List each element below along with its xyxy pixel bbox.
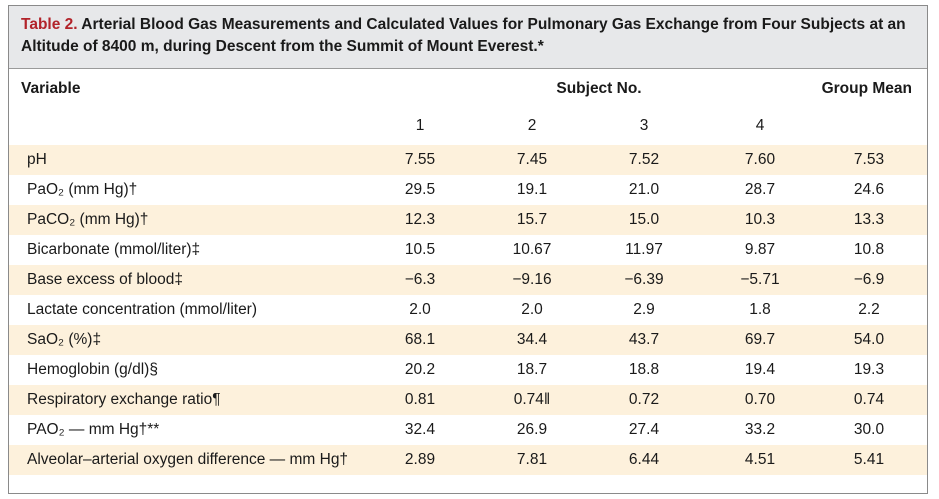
- cell-subject-1: 2.89: [404, 451, 436, 468]
- cell-subject-1: 2.0: [409, 301, 431, 318]
- cell-group-mean: 13.3: [853, 211, 885, 228]
- cell-subject-1: 12.3: [404, 211, 436, 228]
- cell-subject-3: 18.8: [628, 361, 660, 378]
- cell-group-mean: 54.0: [853, 331, 885, 348]
- row-label: Lactate concentration (mmol/liter): [27, 301, 258, 318]
- cell-group-mean: 30.0: [853, 421, 885, 438]
- cell-subject-2: 15.7: [516, 211, 548, 228]
- table-caption: Table 2. Arterial Blood Gas Measurements…: [9, 6, 927, 69]
- cell-subject-1: 29.5: [404, 181, 436, 198]
- row-label: PaCO₂ (mm Hg)†: [27, 211, 149, 228]
- table-frame: Table 2. Arterial Blood Gas Measurements…: [8, 5, 928, 494]
- cell-group-mean: 2.2: [858, 301, 880, 318]
- table-row: Lactate concentration (mmol/liter) 2.0 2…: [9, 295, 927, 325]
- cell-subject-3: 27.4: [628, 421, 660, 438]
- cell-group-mean: 19.3: [853, 361, 885, 378]
- table-row: pH 7.55 7.45 7.52 7.60 7.53: [9, 145, 927, 175]
- cell-subject-3: 2.9: [633, 301, 655, 318]
- cell-subject-3: 11.97: [625, 241, 663, 258]
- cell-subject-1: 10.5: [404, 241, 436, 258]
- cell-subject-2: 19.1: [516, 181, 548, 198]
- subject-number-2: 2: [527, 117, 537, 134]
- cell-subject-3: 15.0: [628, 211, 660, 228]
- cell-subject-3: 21.0: [628, 181, 660, 198]
- cell-group-mean: 0.74: [853, 391, 885, 408]
- table-row: SaO₂ (%)‡ 68.1 34.4 43.7 69.7 54.0: [9, 325, 927, 355]
- subject-number-4: 4: [755, 117, 765, 134]
- table-row: PaO₂ (mm Hg)† 29.5 19.1 21.0 28.7 24.6: [9, 175, 927, 205]
- cell-subject-1: 32.4: [404, 421, 436, 438]
- cell-subject-2: 18.7: [516, 361, 548, 378]
- table-row: Hemoglobin (g/dl)§ 20.2 18.7 18.8 19.4 1…: [9, 355, 927, 385]
- row-label: PaO₂ (mm Hg)†: [27, 181, 138, 198]
- cell-subject-3: 7.52: [628, 151, 660, 168]
- cell-subject-1: −6.3: [404, 271, 436, 288]
- cell-group-mean: 7.53: [853, 151, 885, 168]
- cell-subject-4: 69.7: [744, 331, 776, 348]
- row-label: PAO₂ — mm Hg†**: [27, 421, 160, 438]
- cell-group-mean: 5.41: [853, 451, 885, 468]
- cell-subject-4: 9.87: [744, 241, 776, 258]
- cell-subject-3: 43.7: [628, 331, 660, 348]
- table-row: Base excess of blood‡ −6.3 −9.16 −6.39 −…: [9, 265, 927, 295]
- cell-subject-4: 0.70: [744, 391, 776, 408]
- cell-subject-1: 0.81: [404, 391, 436, 408]
- subject-number-1: 1: [415, 117, 425, 134]
- table-row: PAO₂ — mm Hg†** 32.4 26.9 27.4 33.2 30.0: [9, 415, 927, 445]
- cell-subject-4: 28.7: [744, 181, 776, 198]
- table-number: Table 2.: [21, 16, 78, 33]
- cell-group-mean: 10.8: [853, 241, 885, 258]
- cell-subject-3: 0.72: [628, 391, 660, 408]
- table-row: Alveolar–arterial oxygen difference — mm…: [9, 445, 927, 475]
- cell-subject-1: 20.2: [404, 361, 436, 378]
- row-label: Base excess of blood‡: [27, 271, 183, 288]
- table-row: Bicarbonate (mmol/liter)‡ 10.5 10.67 11.…: [9, 235, 927, 265]
- cell-subject-4: 4.51: [744, 451, 776, 468]
- cell-subject-2: 7.81: [516, 451, 548, 468]
- row-label: Bicarbonate (mmol/liter)‡: [27, 241, 201, 258]
- cell-subject-4: 10.3: [744, 211, 776, 228]
- cell-subject-4: 19.4: [744, 361, 776, 378]
- cell-subject-2: 10.67: [512, 241, 552, 258]
- column-header-subject: Subject No.: [556, 80, 642, 97]
- cell-subject-4: 7.60: [744, 151, 776, 168]
- column-header-variable: Variable: [21, 80, 81, 97]
- cell-subject-2: 34.4: [516, 331, 548, 348]
- cell-subject-2: 7.45: [516, 151, 548, 168]
- cell-subject-4: 1.8: [749, 301, 771, 318]
- cell-subject-2: 0.74‖: [513, 391, 551, 408]
- row-label: Respiratory exchange ratio¶: [27, 391, 221, 408]
- row-label: pH: [27, 151, 47, 168]
- cell-subject-4: −5.71: [740, 271, 780, 288]
- cell-group-mean: −6.9: [853, 271, 885, 288]
- row-label: Alveolar–arterial oxygen difference — mm…: [27, 451, 349, 468]
- table-title: Arterial Blood Gas Measurements and Calc…: [21, 16, 906, 55]
- cell-subject-1: 68.1: [404, 331, 436, 348]
- cell-subject-4: 33.2: [744, 421, 776, 438]
- cell-subject-3: 6.44: [628, 451, 660, 468]
- cell-subject-1: 7.55: [404, 151, 436, 168]
- table-row: Respiratory exchange ratio¶ 0.81 0.74‖ 0…: [9, 385, 927, 415]
- column-header-group-mean: Group Mean: [821, 80, 912, 97]
- subject-number-3: 3: [639, 117, 649, 134]
- cell-subject-3: −6.39: [624, 271, 664, 288]
- row-label: SaO₂ (%)‡: [27, 331, 102, 348]
- cell-subject-2: −9.16: [512, 271, 552, 288]
- row-label: Hemoglobin (g/dl)§: [27, 361, 158, 378]
- cell-group-mean: 24.6: [853, 181, 885, 198]
- cell-subject-2: 26.9: [516, 421, 548, 438]
- cell-subject-2: 2.0: [521, 301, 543, 318]
- table-row: PaCO₂ (mm Hg)† 12.3 15.7 15.0 10.3 13.3: [9, 205, 927, 235]
